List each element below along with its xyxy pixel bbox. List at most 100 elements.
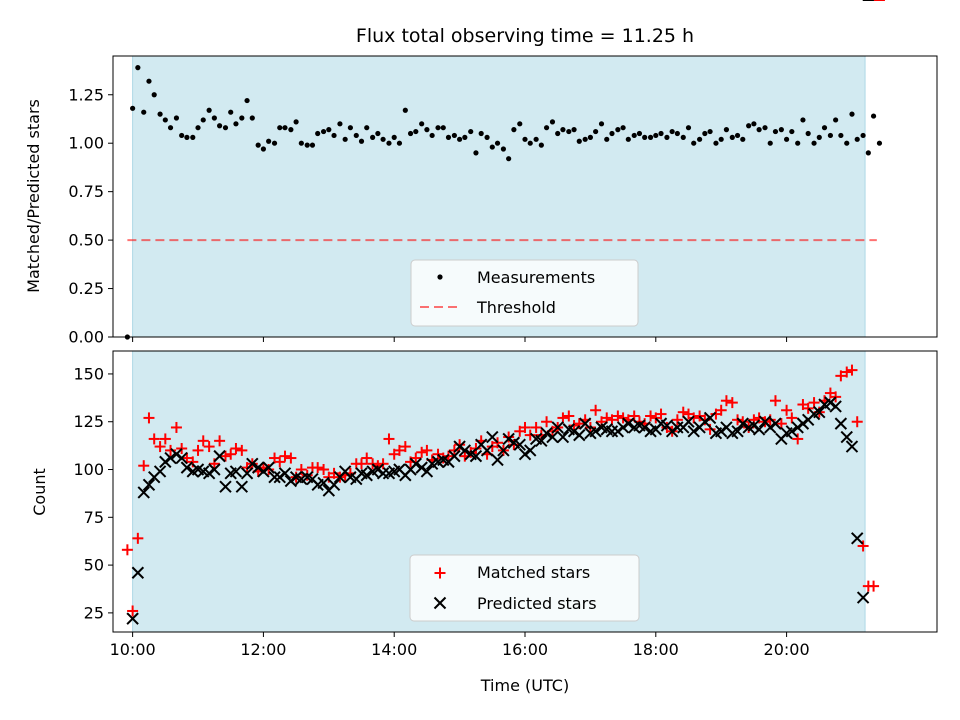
predicted-star-point [638, 421, 651, 434]
measurement-point [658, 130, 664, 137]
measurement-point [702, 130, 708, 137]
x-tick-label: 14:00 [371, 640, 417, 659]
matched-star-point [628, 410, 640, 422]
measurement-point [424, 127, 430, 133]
predicted-star-point [682, 415, 695, 428]
predicted-star-point [420, 465, 434, 478]
predicted-star-point [551, 421, 564, 434]
matched-star-point [410, 452, 422, 464]
measurement-point [527, 140, 533, 146]
predicted-star-point [235, 480, 249, 493]
measurement-point [795, 140, 801, 146]
measurement-point [478, 130, 484, 137]
measurement-point [200, 117, 206, 123]
measurement-point [729, 134, 735, 140]
measurement-point [870, 113, 877, 119]
ratio-y-tick-label: 0.75 [68, 182, 104, 201]
measurement-point [566, 128, 572, 135]
predicted-star-point [409, 457, 422, 470]
measurement-point [468, 128, 474, 135]
matched-star-point [192, 444, 204, 456]
matched-star-point [219, 450, 231, 462]
matched-star-point [655, 408, 667, 420]
matched-star-point [851, 416, 863, 428]
measurement-point [560, 127, 566, 133]
measurement-point [587, 134, 593, 140]
count-panel: 25 50 75 100 125 150 10:00 12:00 14:00 16:00 18:0… [30, 0, 938, 695]
matched-star-point [421, 444, 433, 456]
measurement-point [484, 134, 490, 140]
measurement-point [157, 111, 163, 117]
measurement-point [347, 125, 353, 131]
measurement-point [772, 128, 779, 135]
measurement-point [494, 140, 501, 146]
measurement-point [462, 134, 468, 140]
measurement-point [767, 140, 773, 146]
measurement-point [691, 140, 697, 146]
matched-star-point [606, 414, 618, 426]
measurement-point [222, 125, 229, 131]
measurement-point [805, 130, 811, 137]
legend-measurements-marker [437, 274, 443, 280]
measurement-point [391, 134, 397, 140]
predicted-star-point [703, 411, 717, 425]
predicted-star-point [268, 470, 281, 484]
predicted-star-point [605, 425, 619, 438]
predicted-star-point [262, 461, 275, 474]
matched-star-point [138, 460, 150, 472]
matched-star-point [230, 442, 242, 454]
measurement-point [407, 130, 414, 137]
predicted-star-point [213, 449, 226, 463]
measurement-point [838, 132, 844, 139]
matched-star-point [197, 435, 209, 447]
predicted-star-point [497, 444, 510, 457]
measurement-point [860, 132, 866, 139]
matched-star-point [312, 462, 324, 474]
count-legend-box [409, 554, 640, 622]
predicted-star-point [469, 449, 483, 463]
matched-star-point [361, 452, 373, 464]
predicted-star-point [540, 426, 553, 440]
measurement-point [239, 115, 245, 121]
x-axis-label: Time (UTC) [480, 676, 569, 695]
measurement-point [723, 127, 730, 133]
ratio-legend-box [410, 259, 639, 327]
matched-star-point [563, 410, 575, 422]
ratio-y-label: Matched/Predicted stars [24, 99, 43, 293]
measurement-point [331, 132, 337, 139]
count-y-tick-label: 100 [73, 460, 104, 479]
measurement-point [625, 136, 631, 142]
matched-star-point [677, 406, 689, 418]
measurement-point [593, 128, 599, 135]
measurement-point [429, 132, 435, 139]
predicted-star-point [687, 425, 700, 438]
count-y-tick-label: 150 [73, 364, 104, 383]
measurement-point [685, 125, 692, 131]
measurement-point [707, 128, 713, 135]
matched-star-point [214, 435, 226, 447]
measurement-point [249, 115, 255, 121]
predicted-star-point [137, 486, 150, 499]
matched-star-point [285, 452, 297, 464]
matched-star-point [726, 397, 738, 409]
matched-star-point [416, 446, 428, 458]
measurement-point [337, 121, 343, 127]
matched-star-point [181, 452, 193, 464]
measurement-point [543, 125, 550, 131]
predicted-star-point [731, 425, 744, 438]
predicted-star-point [840, 430, 853, 444]
legend-matched-label: Matched stars [477, 563, 590, 582]
predicted-star-point [164, 451, 177, 465]
measurement-point [386, 140, 392, 146]
matched-star-point [356, 458, 368, 470]
x-tick-label: 16:00 [502, 640, 548, 659]
matched-star-point [868, 580, 880, 592]
predicted-star-point [535, 434, 548, 448]
measurement-point [631, 132, 637, 139]
chart-title: Flux total observing time = 11.25 h [356, 25, 694, 47]
ratio-y-tick-label: 0.00 [68, 328, 104, 347]
matched-star-point [236, 444, 248, 456]
x-tick-label: 12:00 [240, 640, 286, 659]
measurement-point [277, 125, 283, 131]
